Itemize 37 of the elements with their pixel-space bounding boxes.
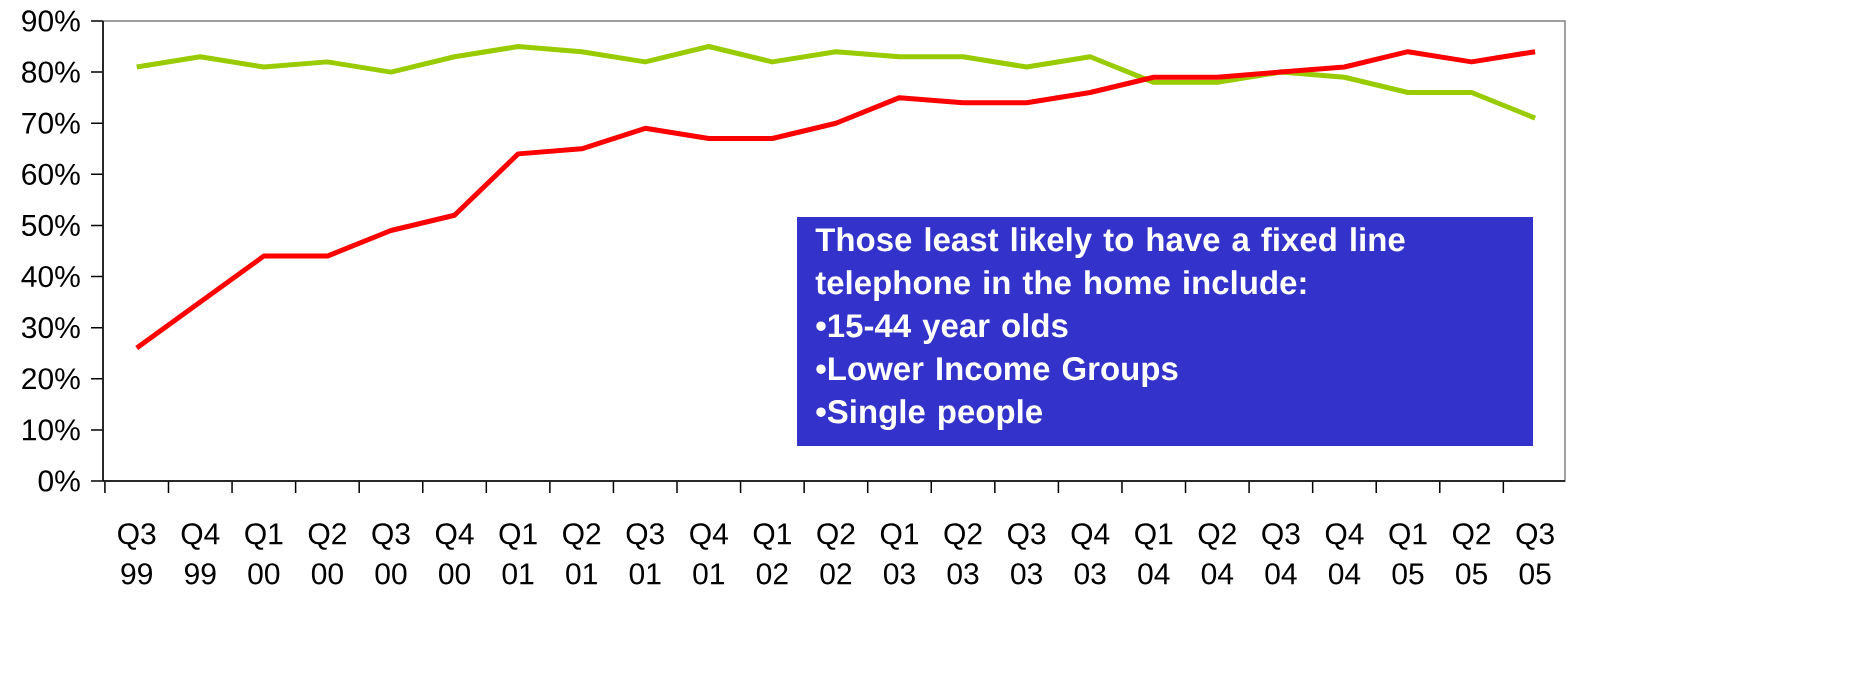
x-tick-label: Q3 03: [1008, 523, 1046, 585]
x-tick-label: Q1 02: [753, 523, 791, 585]
y-tick-label: 30%: [21, 317, 80, 339]
annotation: •Single people: [816, 399, 1043, 431]
x-tick-label: Q1 04: [1135, 523, 1173, 585]
annotation: •15-44 year olds: [816, 313, 1068, 344]
x-tick-label: Q3 01: [626, 523, 664, 585]
y-tick-label: 50%: [21, 214, 80, 237]
x-tick-label: Q2 04: [1198, 523, 1236, 585]
annotation: Those least likely to have a fixed line telephone in the home include:: [815, 227, 1405, 301]
x-tick-label: Q2 02: [817, 523, 855, 585]
y-tick-label: 60%: [22, 163, 80, 185]
y-tick-label: 20%: [22, 368, 80, 390]
y-tick-label: 80%: [22, 61, 80, 83]
x-tick-label: Q3 00: [372, 523, 410, 585]
x-tick-label: Q3 04: [1262, 523, 1300, 585]
x-tick-label: Q2 00: [308, 523, 346, 585]
x-tick-label: Q4 99: [181, 523, 220, 585]
x-tick-label: Q2 05: [1452, 523, 1491, 585]
x-tick-label: Q4 00: [435, 523, 474, 585]
y-tick-label: 40%: [21, 265, 80, 288]
y-tick-label: 70%: [22, 112, 80, 134]
x-tick-label: Q3 99: [118, 523, 156, 585]
x-tick-label: Q1 05: [1389, 523, 1427, 585]
y-tick-label: 90%: [22, 10, 80, 32]
x-tick-label: Q2 01: [563, 523, 601, 585]
x-tick-label: Q1 03: [880, 523, 919, 585]
x-tick-label: Q4 03: [1071, 523, 1110, 585]
x-tick-label: Q1 01: [499, 523, 537, 585]
x-tick-label: Q2 03: [944, 523, 982, 585]
y-tick-label: 0%: [38, 470, 80, 492]
y-tick-label: 10%: [23, 419, 80, 441]
annotation: •Lower Income Groups: [816, 357, 1178, 387]
x-tick-label: Q4 01: [690, 523, 728, 585]
x-tick-label: Q4 04: [1325, 523, 1364, 585]
x-tick-label: Q1 00: [245, 523, 283, 585]
x-tick-label: Q3 05: [1516, 523, 1554, 585]
